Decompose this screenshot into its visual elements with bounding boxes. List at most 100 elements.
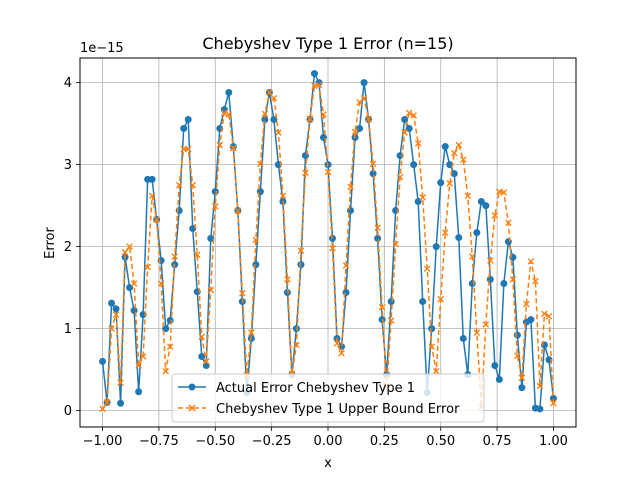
data-point	[126, 243, 133, 250]
data-point	[257, 160, 264, 168]
y-tick-label: 4	[64, 76, 72, 91]
legend: Actual Error Chebyshev Type 1 Chebyshev …	[171, 373, 485, 423]
data-point	[270, 94, 278, 102]
data-point	[369, 160, 377, 168]
x-tick-label: −0.25	[252, 434, 292, 449]
data-point	[369, 170, 377, 178]
data-point	[505, 219, 512, 227]
data-point	[401, 116, 409, 123]
data-point	[220, 109, 228, 117]
data-point	[189, 225, 197, 233]
data-point	[500, 189, 508, 196]
data-point	[410, 161, 418, 169]
data-point	[162, 367, 169, 375]
data-point	[527, 258, 535, 265]
data-point	[198, 352, 206, 360]
data-point	[513, 331, 521, 339]
data-point	[455, 234, 463, 242]
data-point	[230, 144, 237, 152]
data-point	[130, 280, 138, 287]
data-point	[184, 145, 192, 153]
data-point	[423, 265, 431, 273]
data-point	[153, 216, 160, 223]
data-point	[117, 379, 124, 387]
legend-marker-bound	[188, 404, 196, 412]
data-point	[234, 207, 242, 214]
data-point	[198, 333, 206, 341]
data-point	[261, 110, 269, 118]
data-point	[437, 295, 445, 303]
y-tick-label: 1	[64, 322, 72, 337]
data-point	[518, 384, 526, 392]
data-point	[329, 244, 336, 252]
legend-marker-actual	[188, 383, 196, 391]
data-point	[374, 234, 382, 242]
data-point	[482, 321, 490, 328]
data-point	[536, 405, 544, 413]
y-tick-label: 2	[64, 240, 72, 255]
data-point	[509, 276, 517, 283]
data-point	[477, 198, 485, 205]
data-point	[166, 343, 174, 350]
data-point	[261, 116, 269, 123]
data-point	[108, 299, 116, 307]
data-point	[387, 317, 395, 324]
data-point	[275, 129, 282, 136]
data-point	[171, 253, 178, 260]
data-point	[284, 276, 291, 283]
y-axis-offset-text: 1e−15	[80, 41, 124, 56]
data-point	[459, 156, 467, 163]
data-point	[504, 238, 512, 246]
data-point	[166, 316, 174, 324]
data-point	[455, 141, 463, 149]
data-point	[450, 170, 458, 178]
data-point	[108, 325, 115, 332]
legend-label-bound: Chebyshev Type 1 Upper Bound Error	[216, 402, 460, 417]
data-point	[549, 394, 557, 402]
data-point	[419, 194, 426, 201]
data-point	[320, 111, 327, 118]
data-point	[301, 152, 309, 160]
data-point	[360, 94, 368, 102]
data-point	[432, 367, 440, 375]
data-point	[306, 115, 314, 122]
y-axis-label: Error	[43, 227, 58, 259]
data-point	[207, 286, 215, 294]
data-point	[148, 175, 156, 183]
data-point	[405, 109, 413, 117]
data-point	[239, 290, 246, 297]
data-point	[414, 139, 422, 147]
data-point	[351, 128, 359, 136]
data-point	[333, 340, 341, 347]
data-point	[428, 325, 436, 333]
data-point	[292, 325, 300, 333]
x-tick-label: 0.25	[370, 434, 399, 449]
data-point	[482, 202, 490, 210]
x-tick-label: 0.00	[314, 434, 343, 449]
data-point	[491, 362, 499, 369]
data-point	[410, 112, 417, 119]
data-point	[342, 262, 350, 269]
data-point	[446, 161, 454, 169]
data-point	[302, 169, 309, 177]
data-point	[157, 257, 165, 265]
data-point	[441, 143, 449, 151]
data-point	[135, 362, 142, 369]
data-point	[527, 316, 535, 324]
data-point	[117, 399, 125, 407]
data-point	[148, 192, 156, 200]
data-point	[550, 399, 557, 407]
data-point	[437, 179, 445, 187]
data-point	[545, 313, 553, 320]
data-point	[144, 263, 151, 271]
data-point	[491, 212, 499, 219]
data-point	[338, 349, 345, 357]
data-point	[536, 382, 544, 390]
data-point	[193, 251, 201, 259]
data-point	[315, 79, 323, 87]
data-point	[252, 236, 260, 244]
axis-ticks: −1.00 −0.75 −0.50 −0.25 0.00 0.25 0.50 0.75 1.00…	[64, 76, 568, 449]
data-point	[248, 329, 255, 336]
data-point	[135, 388, 143, 396]
